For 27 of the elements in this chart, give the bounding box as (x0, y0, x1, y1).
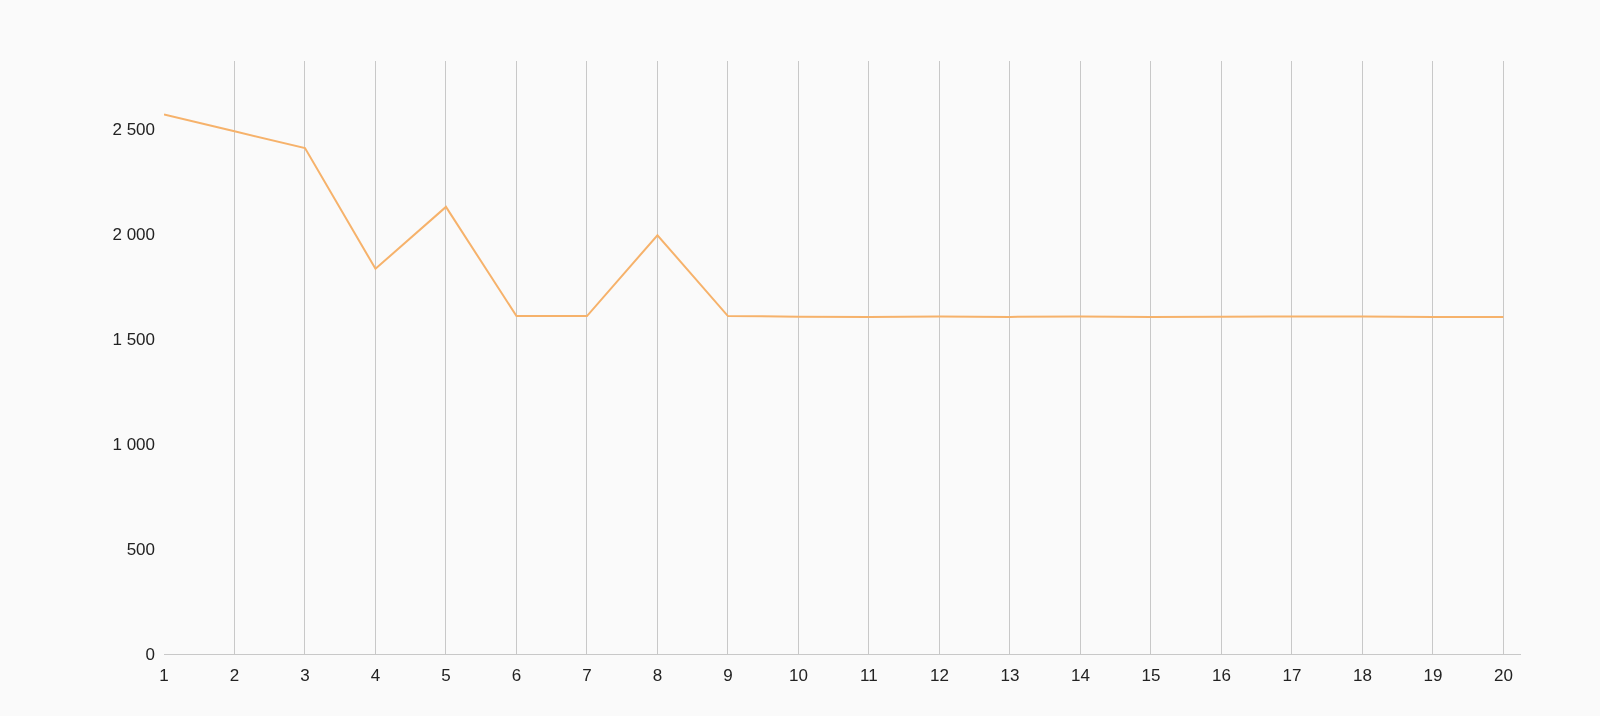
x-tick-label: 20 (1493, 666, 1513, 686)
y-tick-label: 1 000 (112, 435, 155, 455)
x-tick-label: 15 (1141, 666, 1161, 686)
x-tick-label: 19 (1423, 666, 1443, 686)
x-tick-label: 4 (370, 666, 381, 686)
y-tick-label: 500 (126, 539, 155, 559)
x-tick-label: 7 (582, 666, 592, 686)
y-tick-label: 1 500 (112, 330, 155, 350)
x-tick-label: 16 (1211, 666, 1231, 686)
x-tick-label: 5 (441, 666, 451, 686)
x-tick-label: 10 (788, 666, 808, 686)
y-tick-label: 0 (145, 644, 155, 664)
x-tick-label: 17 (1282, 666, 1302, 686)
x-tick-label: 1 (159, 666, 169, 686)
y-tick-label: 2 500 (112, 120, 155, 140)
x-tick-label: 3 (300, 666, 310, 686)
x-tick-label: 11 (860, 666, 878, 686)
x-tick-label: 8 (652, 666, 663, 686)
x-tick-label: 2 (229, 666, 240, 686)
y-tick-label: 2 000 (112, 225, 155, 245)
x-tick-label: 12 (929, 666, 949, 686)
line-series (164, 113, 1505, 319)
x-tick-label: 14 (1070, 666, 1090, 686)
x-tick-label: 6 (511, 666, 522, 686)
x-tick-label: 13 (1000, 666, 1020, 686)
x-tick-label: 9 (723, 666, 733, 686)
x-tick-label: 18 (1352, 666, 1372, 686)
